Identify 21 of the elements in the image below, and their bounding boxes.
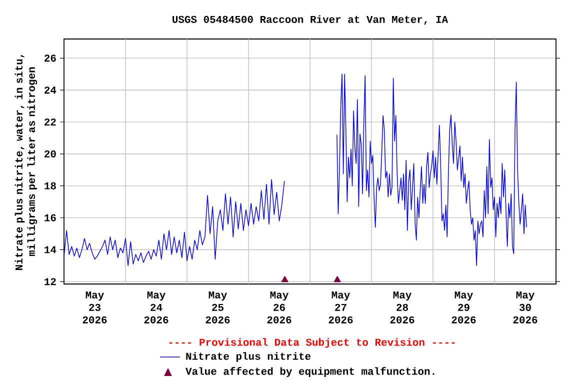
y-axis-title: Nitrate plus nitrite, water, in situ, milligrams per liter as nitrogen — [14, 54, 38, 270]
x-tick-label: May 23 2026 — [82, 292, 107, 324]
x-tick-label: May 27 2026 — [328, 292, 353, 324]
y-tick-label: 14 — [44, 246, 56, 254]
x-tick-label: May 26 2026 — [267, 292, 292, 324]
y-tick-label: 22 — [44, 118, 56, 126]
legend-label: Nitrate plus nitrite — [186, 352, 311, 362]
x-tick-label: May 25 2026 — [206, 292, 230, 324]
x-tick-label: May 28 2026 — [390, 292, 414, 324]
x-tick-label: May 29 2026 — [452, 292, 476, 324]
y-tick-label: 24 — [44, 86, 56, 94]
x-tick-label: May 30 2026 — [513, 292, 538, 324]
y-tick-label: 16 — [44, 214, 56, 222]
legend-label: Value affected by equipment malfunction. — [186, 367, 434, 377]
y-tick-label: 26 — [44, 54, 56, 62]
text: ---- Provisional Data Subject to Revision ---- — [169, 338, 455, 348]
chart-title: USGS 05484500 Raccoon River at Van Meter, IA — [172, 15, 448, 25]
y-tick-label: 18 — [44, 182, 56, 190]
x-tick-label: May 24 2026 — [144, 292, 168, 324]
y-tick-label: 20 — [44, 150, 56, 158]
y-tick-label: 12 — [44, 278, 56, 286]
